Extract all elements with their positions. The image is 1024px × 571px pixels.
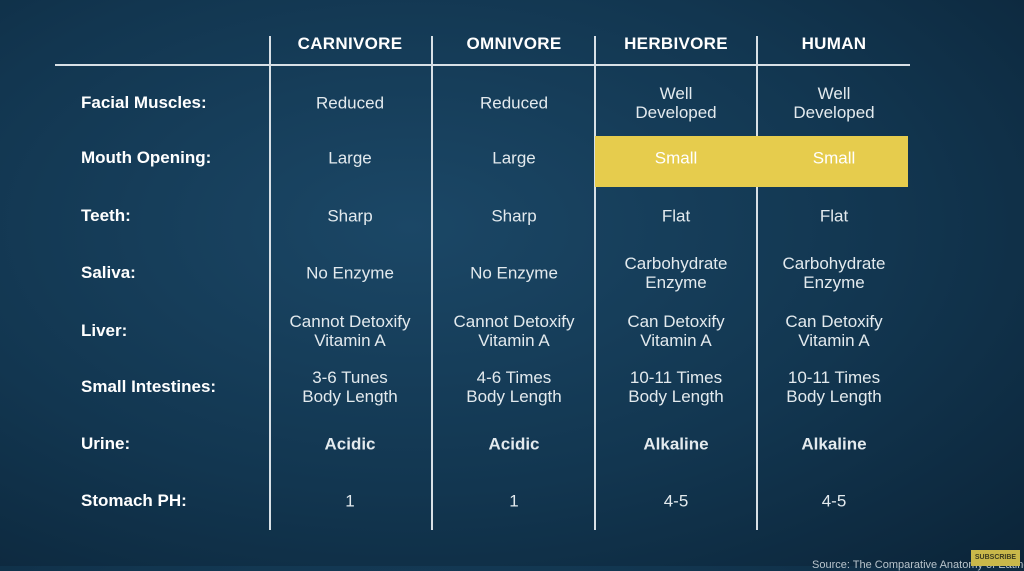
table-cell: 4-5 xyxy=(754,492,914,511)
table-cell: Reduced xyxy=(434,94,594,113)
table-cell: Can Detoxify Vitamin A xyxy=(754,312,914,350)
table-cell: Alkaline xyxy=(754,435,914,454)
table-cell: Alkaline xyxy=(596,435,756,454)
row-label: Small Intestines: xyxy=(81,377,217,396)
table-cell: 10-11 Times Body Length xyxy=(596,368,756,406)
table-cell: Carbohydrate Enzyme xyxy=(596,254,756,292)
table-cell: Carbohydrate Enzyme xyxy=(754,254,914,292)
cell-line: Body Length xyxy=(786,387,882,406)
table-cell: Well Developed xyxy=(596,84,756,122)
row-label: Liver: xyxy=(81,321,128,340)
cell-line: 1 xyxy=(345,491,355,511)
highlight-small-mouth xyxy=(595,136,908,187)
cell-line: Cannot Detoxify xyxy=(289,312,411,331)
table-cell: Reduced xyxy=(270,94,430,113)
cell-line: No Enzyme xyxy=(306,263,394,283)
table-cell: 1 xyxy=(270,492,430,511)
column-divider xyxy=(431,36,433,530)
cell-line: Acidic xyxy=(488,434,540,454)
table-cell: Small xyxy=(754,149,914,168)
table-cell: 1 xyxy=(434,492,594,511)
column-header-human: HUMAN xyxy=(801,34,867,53)
column-divider xyxy=(594,36,596,530)
cell-line: Flat xyxy=(819,206,849,226)
cell-line: Carbohydrate xyxy=(782,254,886,273)
table-cell: Sharp xyxy=(434,207,594,226)
cell-line: Reduced xyxy=(315,93,385,113)
cell-line: 10-11 Times xyxy=(787,368,881,387)
cell-line: Enzyme xyxy=(803,273,865,292)
cell-line: 4-5 xyxy=(663,491,689,511)
table-cell: No Enzyme xyxy=(270,264,430,283)
table-cell: Well Developed xyxy=(754,84,914,122)
column-divider xyxy=(269,36,271,530)
cell-line: Alkaline xyxy=(643,434,709,454)
cell-line: 1 xyxy=(509,491,519,511)
cell-line: Large xyxy=(492,148,536,168)
table-cell: Large xyxy=(270,149,430,168)
header-divider xyxy=(55,64,910,66)
cell-line: Carbohydrate xyxy=(624,254,728,273)
table-cell: 3-6 Tunes Body Length xyxy=(270,368,430,406)
cell-line: Reduced xyxy=(479,93,549,113)
cell-line: Body Length xyxy=(302,387,398,406)
cell-line: Developed xyxy=(793,103,875,122)
cell-line: 4-5 xyxy=(821,491,847,511)
cell-line: Enzyme xyxy=(645,273,707,292)
table-cell: Can Detoxify Vitamin A xyxy=(596,312,756,350)
cell-line: 10-11 Times xyxy=(629,368,723,387)
column-header-omnivore: OMNIVORE xyxy=(466,34,562,53)
column-divider xyxy=(756,36,758,530)
cell-line: Small xyxy=(812,148,856,168)
cell-line: Flat xyxy=(661,206,691,226)
cell-line: Alkaline xyxy=(801,434,867,454)
cell-line: Vitamin A xyxy=(798,331,870,350)
cell-line: Well xyxy=(659,84,693,103)
cell-line: Small xyxy=(654,148,698,168)
row-label: Facial Muscles: xyxy=(81,93,207,112)
cell-line: 4-6 Times xyxy=(476,368,552,387)
cell-line: Sharp xyxy=(491,206,537,226)
table-cell: Small xyxy=(596,149,756,168)
cell-line: Body Length xyxy=(466,387,562,406)
row-label: Teeth: xyxy=(81,206,131,225)
cell-line: Acidic xyxy=(324,434,376,454)
cell-line: Large xyxy=(328,148,372,168)
row-label: Saliva: xyxy=(81,263,136,282)
table-cell: Sharp xyxy=(270,207,430,226)
table-cell: Cannot Detoxify Vitamin A xyxy=(270,312,430,350)
table-cell: Acidic xyxy=(270,435,430,454)
table-cell: Flat xyxy=(596,207,756,226)
cell-line: Body Length xyxy=(628,387,724,406)
table-cell: 4-6 Times Body Length xyxy=(434,368,594,406)
cell-line: Vitamin A xyxy=(478,331,550,350)
cell-line: Well xyxy=(817,84,851,103)
row-label: Urine: xyxy=(81,434,131,453)
table-cell: Cannot Detoxify Vitamin A xyxy=(434,312,594,350)
cell-line: 3-6 Tunes xyxy=(312,368,388,387)
cell-line: Sharp xyxy=(327,206,373,226)
table-cell: Acidic xyxy=(434,435,594,454)
cell-line: Can Detoxify xyxy=(627,312,725,331)
cell-line: Developed xyxy=(635,103,717,122)
table-cell: Flat xyxy=(754,207,914,226)
table-cell: 4-5 xyxy=(596,492,756,511)
row-label: Mouth Opening: xyxy=(81,148,212,167)
table-cell: No Enzyme xyxy=(434,264,594,283)
cell-line: Vitamin A xyxy=(314,331,386,350)
cell-line: Cannot Detoxify xyxy=(453,312,575,331)
table-cell: 10-11 Times Body Length xyxy=(754,368,914,406)
table-cell: Large xyxy=(434,149,594,168)
cell-line: Vitamin A xyxy=(640,331,712,350)
column-header-herbivore: HERBIVORE xyxy=(624,34,728,53)
column-header-carnivore: CARNIVORE xyxy=(297,34,403,53)
cell-line: Can Detoxify xyxy=(785,312,883,331)
cell-line: No Enzyme xyxy=(470,263,558,283)
row-label: Stomach PH: xyxy=(81,491,187,510)
subscribe-button[interactable]: SUBSCRIBE xyxy=(971,550,1020,566)
